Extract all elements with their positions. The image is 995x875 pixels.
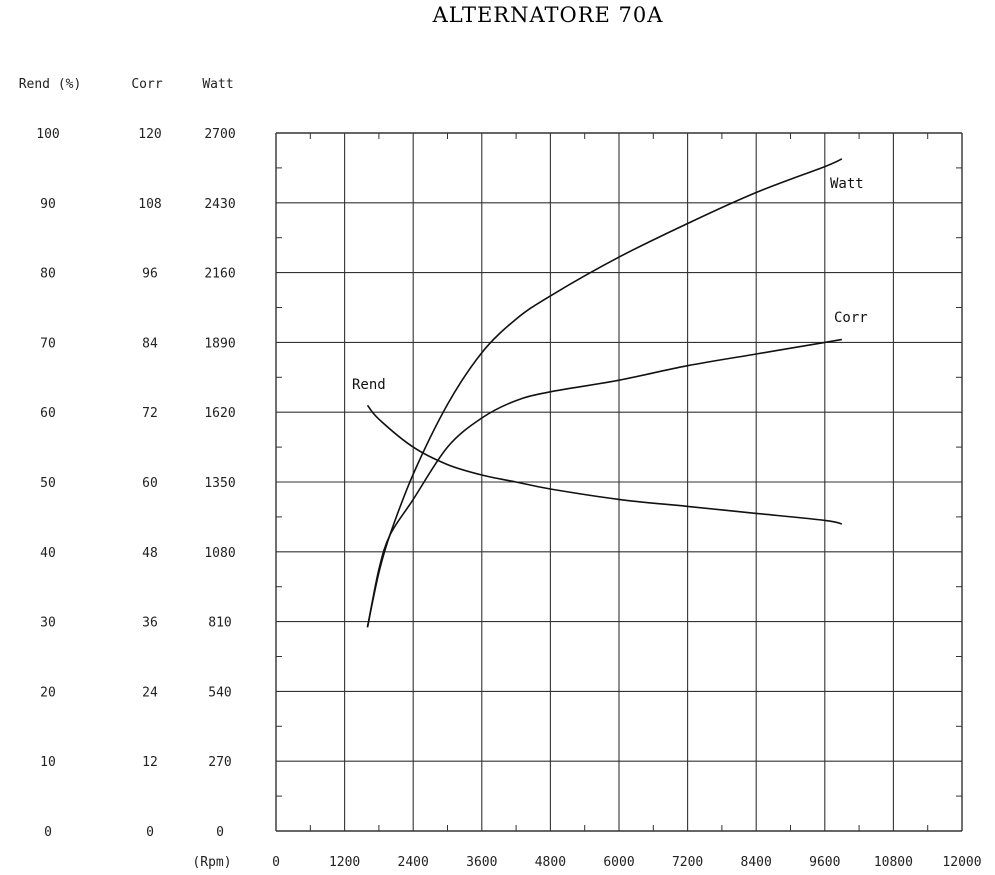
y-tick-label: 70 (40, 336, 56, 351)
x-tick-label: 12000 (942, 855, 981, 870)
y-tick-label: 2160 (204, 267, 235, 282)
y-tick-label: 20 (40, 685, 56, 700)
y-tick-label: 0 (216, 825, 224, 840)
y-tick-label: 0 (44, 825, 52, 840)
y-tick-label: 270 (208, 755, 231, 770)
y-tick-label: 1350 (204, 476, 235, 491)
y-tick-label: 2700 (204, 127, 235, 142)
y-tick-label: 24 (142, 685, 158, 700)
y-tick-label: 100 (36, 127, 59, 142)
x-tick-label: 4800 (535, 855, 566, 870)
y-tick-label: 810 (208, 616, 231, 631)
y-tick-label: 1890 (204, 336, 235, 351)
x-tick-label: 0 (272, 855, 280, 870)
y-tick-label: 80 (40, 267, 56, 282)
y-tick-label: 10 (40, 755, 56, 770)
y-tick-label: 540 (208, 685, 231, 700)
y-tick-label: 40 (40, 546, 56, 561)
y-axis-label-watt: Watt (202, 77, 233, 92)
y-tick-label: 36 (142, 616, 158, 631)
y-tick-labels: 0 10 20 30 40 50 60 70 80 90 100 0 12 24 36 48 60 72 84 96 1… (36, 127, 235, 840)
grid (275, 132, 963, 832)
x-tick-label: 9600 (809, 855, 840, 870)
x-tick-label: 8400 (741, 855, 772, 870)
y-tick-label: 60 (40, 406, 56, 421)
y-tick-label: 0 (146, 825, 154, 840)
y-tick-label: 30 (40, 616, 56, 631)
y-tick-label: 84 (142, 336, 158, 351)
x-tick-label: 6000 (603, 855, 634, 870)
y-tick-label: 72 (142, 406, 158, 421)
series-line-rend (366, 404, 843, 525)
y-tick-label: 12 (142, 755, 158, 770)
x-tick-label: 1200 (329, 855, 360, 870)
y-tick-label: 1620 (204, 406, 235, 421)
series-label-watt: Watt (830, 176, 864, 192)
x-tick-labels: 0 1200 2400 3600 4800 6000 7200 8400 9600 10800 12… (272, 855, 981, 870)
y-tick-label: 1080 (204, 546, 235, 561)
series-line-corr (366, 338, 843, 628)
series-lines (366, 158, 843, 628)
y-tick-label: 2430 (204, 197, 235, 212)
y-tick-label: 60 (142, 476, 158, 491)
y-tick-label: 48 (142, 546, 158, 561)
x-tick-label: 2400 (398, 855, 429, 870)
y-tick-label: 108 (138, 197, 161, 212)
x-axis-label: (Rpm) (192, 855, 231, 870)
y-tick-label: 50 (40, 476, 56, 491)
series-line-watt (366, 158, 843, 627)
series-label-corr: Corr (834, 310, 868, 326)
y-tick-label: 120 (138, 127, 161, 142)
x-tick-label: 10800 (874, 855, 913, 870)
x-tick-label: 3600 (466, 855, 497, 870)
series-labels: Watt Corr Rend (352, 176, 868, 393)
x-tick-label: 7200 (672, 855, 703, 870)
y-axis-label-corr: Corr (131, 77, 162, 92)
chart-title: ALTERNATORE 70A (432, 3, 664, 27)
y-tick-label: 90 (40, 197, 56, 212)
y-axis-label-rend: Rend (%) (19, 77, 82, 92)
y-tick-label: 96 (142, 267, 158, 282)
series-label-rend: Rend (352, 377, 386, 393)
